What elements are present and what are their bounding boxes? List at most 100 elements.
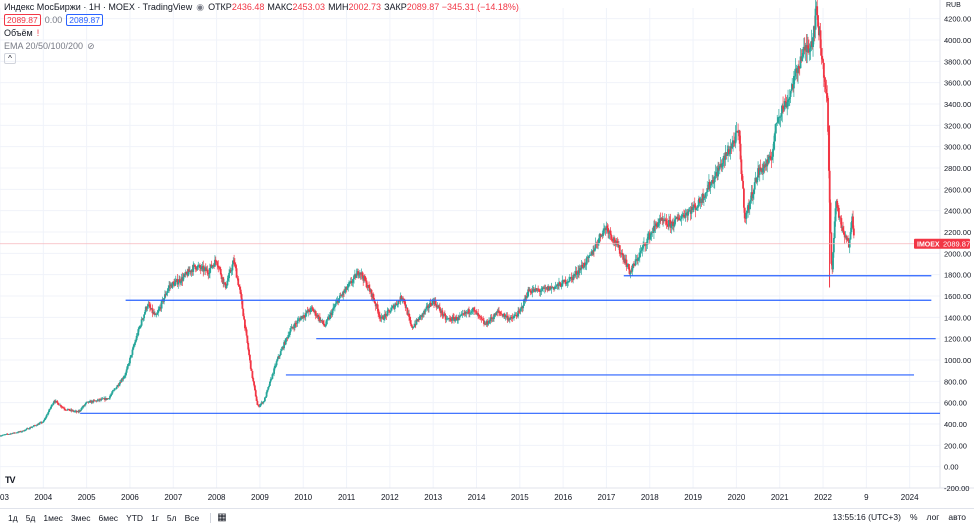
ohlc-values: ОТКР2436.48 МАКС2453.03 МИН2002.73 ЗАКР2089… <box>208 1 522 13</box>
candle-body <box>382 316 385 320</box>
candle-body <box>49 407 52 409</box>
ohlc-key: ОТКР <box>208 1 232 12</box>
candle-body <box>553 286 556 290</box>
candle-body <box>280 349 283 352</box>
candle-body <box>606 225 609 229</box>
candle-body <box>787 98 790 100</box>
candle-body <box>642 245 645 248</box>
candle-body <box>789 91 792 97</box>
ask-box[interactable]: 2089.87 <box>66 13 103 26</box>
range-button[interactable]: 3мес <box>70 512 91 523</box>
candle-body <box>839 217 842 219</box>
candle-body <box>827 97 829 132</box>
range-button[interactable]: 1д <box>8 512 18 523</box>
candle-body <box>324 324 327 327</box>
candle-body <box>772 141 775 149</box>
candle-body <box>666 224 669 225</box>
candle-body <box>139 325 141 329</box>
tradingview-logo-icon[interactable]: TV <box>5 475 16 485</box>
candle-body <box>619 253 622 255</box>
candle-body <box>499 313 502 314</box>
candle-body <box>39 422 41 424</box>
candle-body <box>122 377 125 380</box>
range-button[interactable]: 6мес <box>98 512 119 523</box>
candle-body <box>151 308 154 314</box>
calendar-icon[interactable]: ▦ <box>217 512 227 523</box>
x-tick-label: 2007 <box>164 493 182 502</box>
range-button[interactable]: Все <box>184 512 200 523</box>
candle-body <box>724 152 727 160</box>
candle-body <box>581 265 584 267</box>
candle-body <box>780 113 783 117</box>
warning-icon[interactable]: ! <box>36 27 40 38</box>
range-button[interactable]: YTD <box>126 512 144 523</box>
candle-body <box>538 289 540 291</box>
y-tick-label: 2000.00 <box>944 249 971 258</box>
candle-body <box>806 45 809 52</box>
candle-body <box>836 200 839 208</box>
bid-box[interactable]: 2089.87 <box>4 13 41 26</box>
candle-body <box>121 379 124 380</box>
candle-body <box>852 216 854 229</box>
candle-body <box>249 354 251 361</box>
candle-body <box>513 315 516 317</box>
candle-body <box>668 220 670 227</box>
candle-body <box>82 405 85 408</box>
eye-off-icon[interactable]: ⊘ <box>87 40 95 51</box>
candle-body <box>465 311 468 314</box>
candle-body <box>220 274 223 280</box>
candle-body <box>778 117 781 118</box>
candle-body <box>413 326 415 328</box>
candle-body <box>625 259 628 267</box>
candle-body <box>816 6 819 16</box>
candle-body <box>529 290 532 293</box>
log-toggle[interactable]: лог <box>926 512 940 522</box>
collapse-legend-button[interactable]: ^ <box>4 53 16 64</box>
eye-icon[interactable]: ◉ <box>196 1 205 12</box>
candle-body <box>194 264 196 267</box>
candle-body <box>748 201 751 210</box>
candle-body <box>602 230 605 236</box>
bottom-toolbar: 1д 5д 1мес 3мес 6мес YTD 1г 5л Все ▦ 13:55:16 (U… <box>0 508 974 526</box>
chart-title: Индекс МосБиржи · 1Н · MOEX · TradingVie… <box>4 1 193 12</box>
candle-body <box>674 217 677 220</box>
candle-body <box>693 204 696 206</box>
candle-body <box>634 259 637 266</box>
candle-body <box>343 290 346 293</box>
range-buttons: 1д 5д 1мес 3мес 6мес YTD 1г 5л Все <box>3 513 202 523</box>
candle-body <box>498 312 501 314</box>
candle-body <box>728 151 731 154</box>
candle-body <box>822 59 824 63</box>
candle-body <box>572 275 575 281</box>
candle-body <box>817 15 819 27</box>
candle-body <box>834 208 837 222</box>
candle-body <box>709 185 712 189</box>
candle-body <box>0 435 3 437</box>
candle-body <box>126 366 129 370</box>
candle-body <box>652 232 655 234</box>
candle-body <box>643 242 645 246</box>
candle-body <box>333 307 335 308</box>
range-button[interactable]: 1г <box>151 512 159 523</box>
candle-body <box>400 295 403 300</box>
candle-body <box>233 260 235 263</box>
range-button[interactable]: 1мес <box>43 512 63 523</box>
candle-body <box>668 220 671 221</box>
clock-readout[interactable]: 13:55:16 (UTC+3) <box>832 512 901 522</box>
candle-body <box>608 233 610 234</box>
percent-toggle[interactable]: % <box>909 512 918 522</box>
candle-body <box>211 265 214 268</box>
range-button[interactable]: 5л <box>166 512 177 523</box>
chart-legend: Индекс МосБиржи · 1Н · MOEX · TradingVie… <box>4 0 522 65</box>
candle-body <box>283 342 285 349</box>
range-button[interactable]: 5д <box>25 512 36 523</box>
candle-body <box>611 238 614 241</box>
candle-body <box>255 396 258 401</box>
candle-body <box>168 285 171 288</box>
candle-body <box>388 310 390 311</box>
candle-body <box>616 240 619 244</box>
candle-body <box>558 282 561 284</box>
auto-toggle[interactable]: авто <box>948 512 966 522</box>
candle-body <box>641 247 644 251</box>
